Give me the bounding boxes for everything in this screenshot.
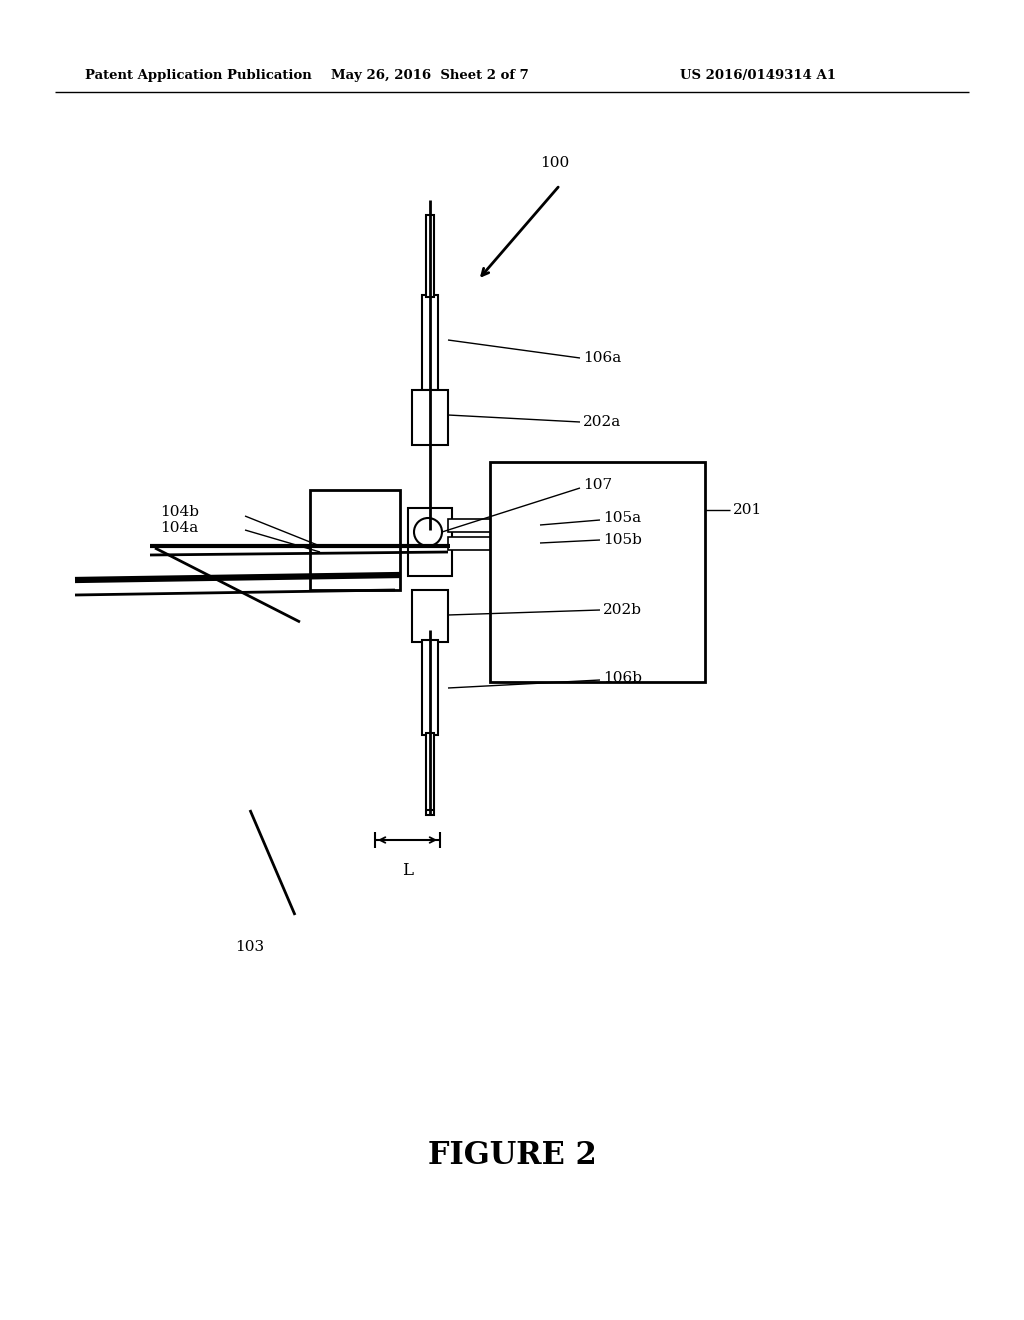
- Bar: [412, 389, 449, 445]
- Text: Patent Application Publication: Patent Application Publication: [85, 69, 311, 82]
- Text: 201: 201: [733, 503, 762, 517]
- Bar: [426, 733, 434, 814]
- Text: 106b: 106b: [603, 671, 642, 685]
- Bar: [408, 508, 452, 576]
- Text: 202b: 202b: [603, 603, 642, 616]
- Text: 103: 103: [234, 940, 264, 954]
- Bar: [310, 490, 400, 590]
- Text: May 26, 2016  Sheet 2 of 7: May 26, 2016 Sheet 2 of 7: [331, 69, 528, 82]
- Text: 100: 100: [541, 156, 569, 170]
- Bar: [422, 294, 438, 389]
- Bar: [412, 590, 449, 642]
- Bar: [449, 537, 500, 550]
- Bar: [422, 640, 438, 735]
- Text: 106a: 106a: [583, 351, 622, 366]
- Text: FIGURE 2: FIGURE 2: [428, 1139, 596, 1171]
- Text: L: L: [402, 862, 413, 879]
- Text: 105a: 105a: [603, 511, 641, 525]
- Circle shape: [414, 517, 442, 546]
- Bar: [490, 462, 705, 682]
- Bar: [426, 215, 434, 297]
- Text: 105b: 105b: [603, 533, 642, 546]
- Bar: [449, 519, 500, 532]
- Text: 202a: 202a: [583, 414, 622, 429]
- Text: 104a: 104a: [160, 521, 199, 535]
- Text: 107: 107: [583, 478, 612, 492]
- Text: US 2016/0149314 A1: US 2016/0149314 A1: [680, 69, 836, 82]
- Text: 104b: 104b: [160, 506, 199, 519]
